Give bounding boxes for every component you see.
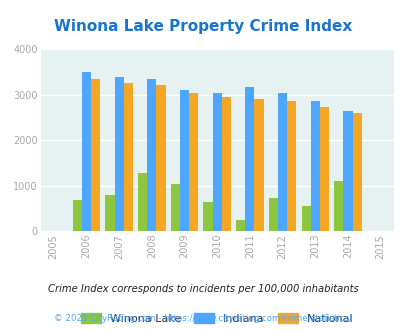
Bar xyxy=(254,98,263,231)
Bar xyxy=(310,101,319,231)
Bar xyxy=(179,90,189,231)
Bar xyxy=(301,206,310,231)
Bar xyxy=(277,93,286,231)
Text: Crime Index corresponds to incidents per 100,000 inhabitants: Crime Index corresponds to incidents per… xyxy=(47,284,358,294)
Bar xyxy=(352,113,361,231)
Bar xyxy=(221,97,230,231)
Bar xyxy=(343,111,352,231)
Bar xyxy=(147,79,156,231)
Legend: Winona Lake, Indiana, National: Winona Lake, Indiana, National xyxy=(81,313,353,323)
Bar xyxy=(245,87,254,231)
Bar xyxy=(114,77,124,231)
Text: Winona Lake Property Crime Index: Winona Lake Property Crime Index xyxy=(54,19,351,34)
Bar xyxy=(81,72,91,231)
Bar xyxy=(72,200,81,231)
Bar xyxy=(212,93,221,231)
Bar xyxy=(105,195,114,231)
Bar xyxy=(138,173,147,231)
Bar xyxy=(286,101,296,231)
Bar xyxy=(268,198,277,231)
Bar xyxy=(189,93,198,231)
Bar xyxy=(171,184,179,231)
Bar xyxy=(319,107,328,231)
Bar xyxy=(124,82,132,231)
Text: © 2025 CityRating.com - https://www.cityrating.com/crime-statistics/: © 2025 CityRating.com - https://www.city… xyxy=(54,314,351,323)
Bar xyxy=(91,79,100,231)
Bar xyxy=(203,202,212,231)
Bar xyxy=(236,220,245,231)
Bar xyxy=(156,85,165,231)
Bar xyxy=(333,181,343,231)
